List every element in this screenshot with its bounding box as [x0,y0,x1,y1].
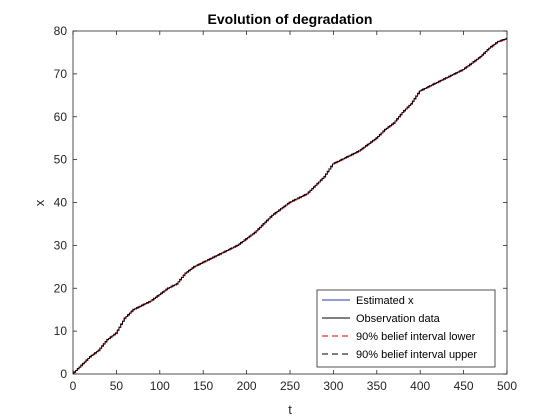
legend-label: 90% belief interval lower [356,331,476,343]
x-tick-label: 150 [193,379,213,393]
x-tick-label: 250 [280,379,300,393]
series-line-90-belief-interval-upper [73,37,507,375]
x-tick-label: 400 [410,379,430,393]
series-layer [73,37,507,375]
x-tick-label: 0 [70,379,77,393]
x-axis: 0 50 100 150 200 250 300 350 400 450 500 [70,31,517,393]
y-tick-label: 10 [54,324,68,338]
legend-label: Estimated x [356,295,414,307]
x-tick-label: 450 [454,379,474,393]
y-tick-label: 0 [60,367,67,381]
x-axis-label: t [288,402,292,417]
y-axis: 0 10 20 30 40 50 60 70 80 [54,24,507,381]
chart-title: Evolution of degradation [208,11,373,27]
legend: Estimated x Observation data 90% belief in… [316,289,496,368]
series-line-90-belief-interval-lower [73,38,507,375]
y-tick-label: 40 [54,196,68,210]
y-tick-label: 30 [54,238,68,252]
y-axis-label: x [32,199,47,206]
x-tick-label: 50 [110,379,124,393]
x-tick-label: 500 [497,379,517,393]
y-tick-label: 60 [54,110,68,124]
x-tick-label: 100 [150,379,170,393]
x-tick-label: 350 [367,379,387,393]
x-tick-label: 300 [323,379,343,393]
y-tick-label: 70 [54,67,68,81]
legend-label: Observation data [356,313,441,325]
x-tick-label: 200 [237,379,257,393]
y-tick-label: 50 [54,153,68,167]
legend-items: Estimated x Observation data 90% belief in… [322,295,477,361]
y-tick-label: 20 [54,281,68,295]
y-tick-label: 80 [54,24,68,38]
legend-label: 90% belief interval upper [356,349,477,361]
